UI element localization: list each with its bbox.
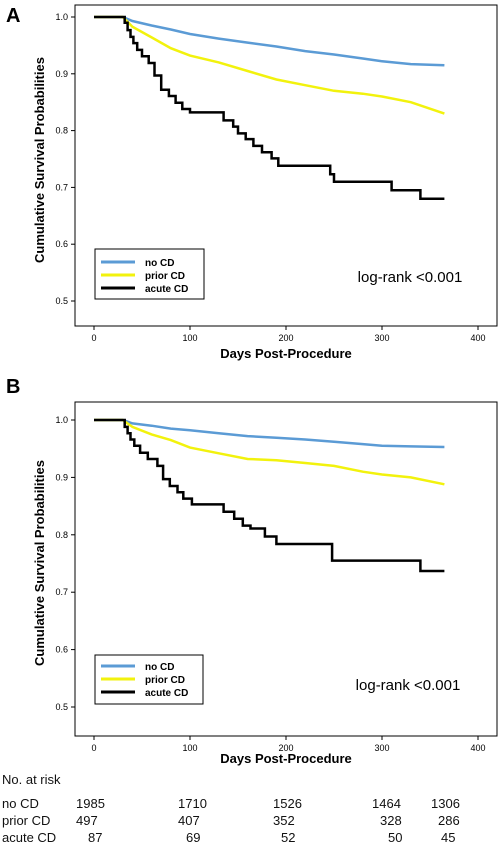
y-axis-label: Cumulative Survival Probabilities bbox=[32, 460, 47, 666]
legend: no CD prior CD acute CD bbox=[94, 654, 204, 705]
risk-cell: 1526 bbox=[273, 796, 302, 811]
y-tick-label: 0.9 bbox=[55, 69, 68, 79]
panel-b: B Cumulative Survival Probabilities Days… bbox=[6, 376, 498, 766]
y-tick-label: 0.6 bbox=[55, 645, 68, 655]
x-tick-label: 0 bbox=[91, 743, 96, 753]
risk-cell: 497 bbox=[76, 813, 98, 828]
axes: 0.5 0.6 0.7 0.8 0.9 1.0 0 100 200 300 400 bbox=[55, 401, 498, 753]
x-tick-label: 400 bbox=[470, 333, 485, 343]
x-tick-label: 300 bbox=[374, 743, 389, 753]
y-axis-label: Cumulative Survival Probabilities bbox=[32, 57, 47, 263]
risk-cell: 50 bbox=[388, 830, 403, 845]
x-tick-label: 400 bbox=[470, 743, 485, 753]
legend-label: prior CD bbox=[145, 675, 185, 686]
y-tick-label: 1.0 bbox=[55, 415, 68, 425]
risk-cell: 407 bbox=[178, 813, 200, 828]
plot-area bbox=[94, 15, 445, 201]
legend-label: acute CD bbox=[145, 688, 188, 699]
risk-cell: 87 bbox=[88, 830, 103, 845]
y-tick-label: 0.5 bbox=[55, 296, 68, 306]
series-line-acute-cd bbox=[94, 15, 445, 201]
x-tick-label: 200 bbox=[278, 333, 293, 343]
log-rank-label: log-rank <0.001 bbox=[356, 677, 461, 694]
series-line-no-cd bbox=[94, 15, 445, 67]
risk-cell: 45 bbox=[441, 830, 456, 845]
y-tick-label: 0.5 bbox=[55, 702, 68, 712]
risk-table-title: No. at risk bbox=[2, 772, 61, 787]
legend-label: prior CD bbox=[145, 271, 185, 282]
panel-letter: B bbox=[6, 376, 20, 398]
risk-row-label: prior CD bbox=[2, 813, 51, 828]
y-tick-label: 0.7 bbox=[55, 587, 68, 597]
x-tick-label: 100 bbox=[182, 333, 197, 343]
legend: no CD prior CD acute CD bbox=[94, 248, 205, 300]
x-tick-label: 300 bbox=[374, 333, 389, 343]
risk-row-label: acute CD bbox=[2, 830, 57, 845]
legend-label: no CD bbox=[145, 258, 174, 269]
y-tick-label: 0.9 bbox=[55, 472, 68, 482]
x-axis-label: Days Post-Procedure bbox=[220, 751, 352, 766]
risk-row-label: no CD bbox=[2, 796, 39, 811]
risk-cell: 1985 bbox=[76, 796, 105, 811]
panel-a: A Cumulative Survival Probabilities Days… bbox=[6, 4, 498, 361]
x-tick-label: 100 bbox=[182, 743, 197, 753]
log-rank-label: log-rank <0.001 bbox=[358, 269, 463, 286]
risk-cell: 352 bbox=[273, 813, 295, 828]
y-tick-label: 1.0 bbox=[55, 12, 68, 22]
panel-letter: A bbox=[6, 5, 20, 27]
risk-cell: 1710 bbox=[178, 796, 207, 811]
x-axis-label: Days Post-Procedure bbox=[220, 346, 352, 361]
series-line-prior-cd bbox=[94, 418, 445, 486]
x-tick-label: 0 bbox=[91, 333, 96, 343]
y-tick-label: 0.8 bbox=[55, 126, 68, 136]
series-line-acute-cd bbox=[94, 418, 445, 573]
legend-label: acute CD bbox=[145, 284, 188, 295]
axes: 0.5 0.6 0.7 0.8 0.9 1.0 0 100 200 300 400 bbox=[55, 4, 498, 343]
series-line-no-cd bbox=[94, 418, 445, 449]
plot-area bbox=[94, 418, 445, 573]
risk-cell: 52 bbox=[281, 830, 296, 845]
legend-label: no CD bbox=[145, 662, 174, 673]
y-tick-label: 0.7 bbox=[55, 182, 68, 192]
risk-cell: 1464 bbox=[372, 796, 401, 811]
x-tick-label: 200 bbox=[278, 743, 293, 753]
series-line-prior-cd bbox=[94, 15, 445, 115]
risk-cell: 69 bbox=[186, 830, 201, 845]
y-tick-label: 0.8 bbox=[55, 530, 68, 540]
risk-cell: 328 bbox=[380, 813, 402, 828]
risk-cell: 286 bbox=[438, 813, 460, 828]
risk-cell: 1306 bbox=[431, 796, 460, 811]
y-tick-label: 0.6 bbox=[55, 239, 68, 249]
